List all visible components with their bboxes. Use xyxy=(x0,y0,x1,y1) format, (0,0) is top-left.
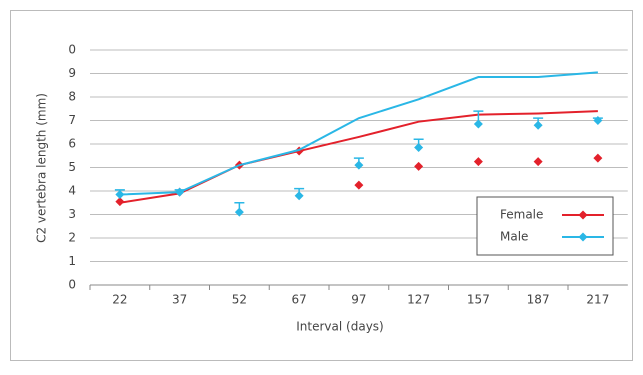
y-tick-label: 2 xyxy=(68,231,76,245)
y-tick-label: 6 xyxy=(68,137,76,151)
marker xyxy=(175,187,185,197)
x-tick-label: 157 xyxy=(467,293,490,307)
legend-box xyxy=(476,196,614,256)
trend-line xyxy=(119,71,598,196)
y-tick-label: 3 xyxy=(68,207,76,221)
x-tick-label: 127 xyxy=(407,293,430,307)
y-tick-label: 0 xyxy=(68,43,76,57)
y-tick-label: 7 xyxy=(68,113,76,127)
y-tick-label: 1 xyxy=(68,254,76,268)
x-tick-label: 217 xyxy=(586,293,609,307)
marker xyxy=(234,207,244,217)
marker xyxy=(354,180,364,190)
y-axis-title: C2 vertebra length (mm) xyxy=(35,93,49,243)
legend-marker xyxy=(578,232,588,242)
y-tick-label: 4 xyxy=(68,184,76,198)
marker xyxy=(473,157,483,167)
marker xyxy=(294,191,304,201)
marker xyxy=(593,153,603,163)
y-tick-label: 9 xyxy=(68,66,76,80)
frame xyxy=(10,10,633,361)
y-tick-label: 5 xyxy=(68,160,76,174)
x-axis-title: Interval (days) xyxy=(296,320,383,334)
marker xyxy=(473,119,483,129)
marker xyxy=(593,116,603,125)
marker xyxy=(533,157,543,167)
marker xyxy=(354,160,364,170)
x-tick-label: 187 xyxy=(527,293,550,307)
marker xyxy=(533,120,543,130)
x-tick-label: 37 xyxy=(172,293,187,307)
x-tick-label: 22 xyxy=(112,293,127,307)
y-tick-label: 0 xyxy=(68,278,76,292)
legend-label: Male xyxy=(500,230,528,244)
marker xyxy=(414,161,424,171)
x-tick-label: 52 xyxy=(232,293,247,307)
legend-label: Female xyxy=(500,208,543,222)
x-tick-label: 67 xyxy=(291,293,306,307)
legend-marker xyxy=(578,210,588,220)
marker xyxy=(414,143,424,153)
y-tick-label: 8 xyxy=(68,90,76,104)
marker xyxy=(115,197,125,207)
marker xyxy=(115,190,125,200)
x-tick-label: 97 xyxy=(351,293,366,307)
